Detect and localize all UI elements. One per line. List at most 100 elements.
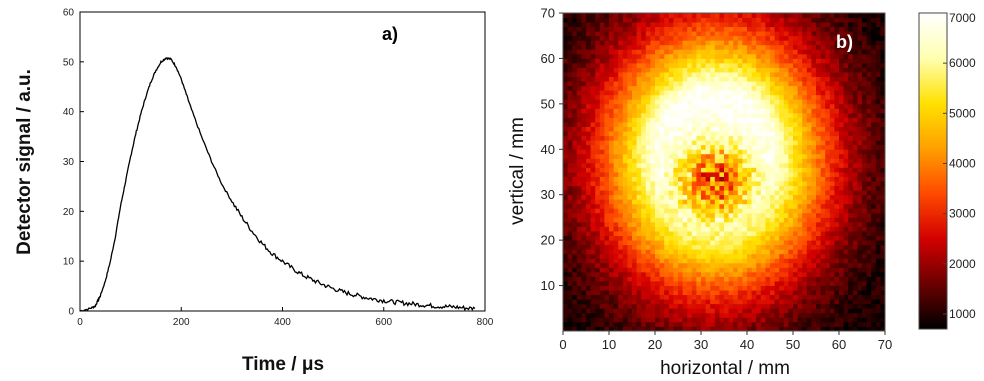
heatmap-cell xyxy=(710,185,716,191)
heatmap-cell xyxy=(673,76,679,82)
heatmap-cell xyxy=(866,267,872,273)
heatmap-cell xyxy=(604,285,610,291)
heatmap-cell xyxy=(719,140,725,146)
heatmap-cell xyxy=(848,281,854,286)
heatmap-cell xyxy=(595,44,601,50)
heatmap-cell xyxy=(820,176,826,182)
heatmap-cell xyxy=(719,267,725,273)
heatmap-cell xyxy=(820,221,826,227)
heatmap-cell xyxy=(770,271,775,277)
heatmap-cell xyxy=(816,117,821,123)
heatmap-cell xyxy=(866,108,872,114)
heatmap-cell xyxy=(747,26,752,32)
heatmap-cell xyxy=(779,249,785,255)
heatmap-cell xyxy=(650,276,656,282)
heatmap-cell xyxy=(848,158,854,164)
heatmap-cell xyxy=(825,158,831,164)
heatmap-cell xyxy=(880,49,886,55)
heatmap-cell xyxy=(668,144,674,150)
heatmap-cell xyxy=(682,90,688,96)
heatmap-cell xyxy=(834,267,840,273)
heatmap-cell xyxy=(728,262,734,268)
heatmap-cell xyxy=(765,49,771,55)
heatmap-cell xyxy=(696,22,702,28)
heatmap-cell xyxy=(590,290,596,296)
heatmap-cell xyxy=(788,271,794,277)
heatmap-cell xyxy=(880,276,886,282)
heatmap-cell xyxy=(641,22,647,28)
heatmap-cell xyxy=(839,221,844,227)
heatmap-cell xyxy=(618,144,624,150)
heatmap-cell xyxy=(609,122,614,127)
panel-b-label: b) xyxy=(836,32,853,52)
heatmap-cell xyxy=(751,172,757,177)
heatmap-cell xyxy=(816,94,821,100)
heatmap-cell xyxy=(599,26,605,32)
heatmap-cell xyxy=(737,81,743,87)
heatmap-cell xyxy=(793,126,798,132)
heatmap-cell xyxy=(599,303,605,309)
heatmap-cell xyxy=(770,172,775,177)
heatmap-cell xyxy=(852,90,858,96)
heatmap-cell xyxy=(659,149,665,155)
heatmap-cell xyxy=(696,262,702,268)
heatmap-cell xyxy=(724,208,729,214)
heatmap-cell xyxy=(572,199,578,205)
heatmap-cell xyxy=(618,253,624,259)
heatmap-cell xyxy=(705,172,711,177)
heatmap-cell xyxy=(719,153,725,159)
heatmap-cell xyxy=(599,72,605,77)
heatmap-cell xyxy=(668,49,674,55)
heatmap-cell xyxy=(747,162,752,168)
heatmap-cell xyxy=(825,221,831,227)
heatmap-cell xyxy=(788,158,794,164)
heatmap-cell xyxy=(618,35,624,41)
heatmap-cell xyxy=(641,103,647,109)
heatmap-cell xyxy=(829,181,835,187)
heatmap-cell xyxy=(839,22,844,28)
heatmap-cell xyxy=(765,181,771,187)
panel-b-plot-frame xyxy=(562,12,886,332)
heatmap-cell xyxy=(714,203,720,209)
heatmap-cell xyxy=(724,135,729,141)
heatmap-cell xyxy=(576,294,582,300)
heatmap-cell xyxy=(751,299,757,305)
heatmap-cell xyxy=(774,76,780,82)
heatmap-cell xyxy=(645,185,651,191)
heatmap-cell xyxy=(595,312,601,318)
heatmap-cell xyxy=(880,117,886,123)
heatmap-cell xyxy=(682,94,688,100)
heatmap-cell xyxy=(760,226,766,232)
heatmap-cell xyxy=(609,17,614,23)
heatmap-cell xyxy=(756,22,762,28)
heatmap-cell xyxy=(659,153,665,159)
heatmap-cell xyxy=(728,281,734,286)
heatmap-cell xyxy=(636,190,642,196)
heatmap-cell xyxy=(581,40,587,46)
heatmap-cell xyxy=(613,203,619,209)
heatmap-cell xyxy=(875,253,881,259)
heatmap-cell xyxy=(802,253,808,259)
heatmap-cell xyxy=(650,76,656,82)
heatmap-cell xyxy=(632,62,637,68)
heatmap-cell xyxy=(710,317,716,323)
heatmap-cell xyxy=(668,249,674,255)
heatmap-cell xyxy=(604,221,610,227)
heatmap-cell xyxy=(650,203,656,209)
heatmap-cell xyxy=(852,53,858,59)
heatmap-cell xyxy=(613,103,619,109)
heatmap-cell xyxy=(848,90,854,96)
heatmap-cell xyxy=(691,258,697,264)
heatmap-cell xyxy=(664,317,670,323)
heatmap-cell xyxy=(664,276,670,282)
heatmap-cell xyxy=(756,181,762,187)
heatmap-cell xyxy=(742,26,748,32)
heatmap-cell xyxy=(581,112,587,118)
heatmap-cell xyxy=(714,17,720,23)
heatmap-cell xyxy=(862,117,867,123)
heatmap-cell xyxy=(774,208,780,214)
heatmap-cell xyxy=(742,312,748,318)
heatmap-cell xyxy=(797,312,803,318)
heatmap-cell xyxy=(581,194,587,200)
heatmap-cell xyxy=(797,140,803,146)
